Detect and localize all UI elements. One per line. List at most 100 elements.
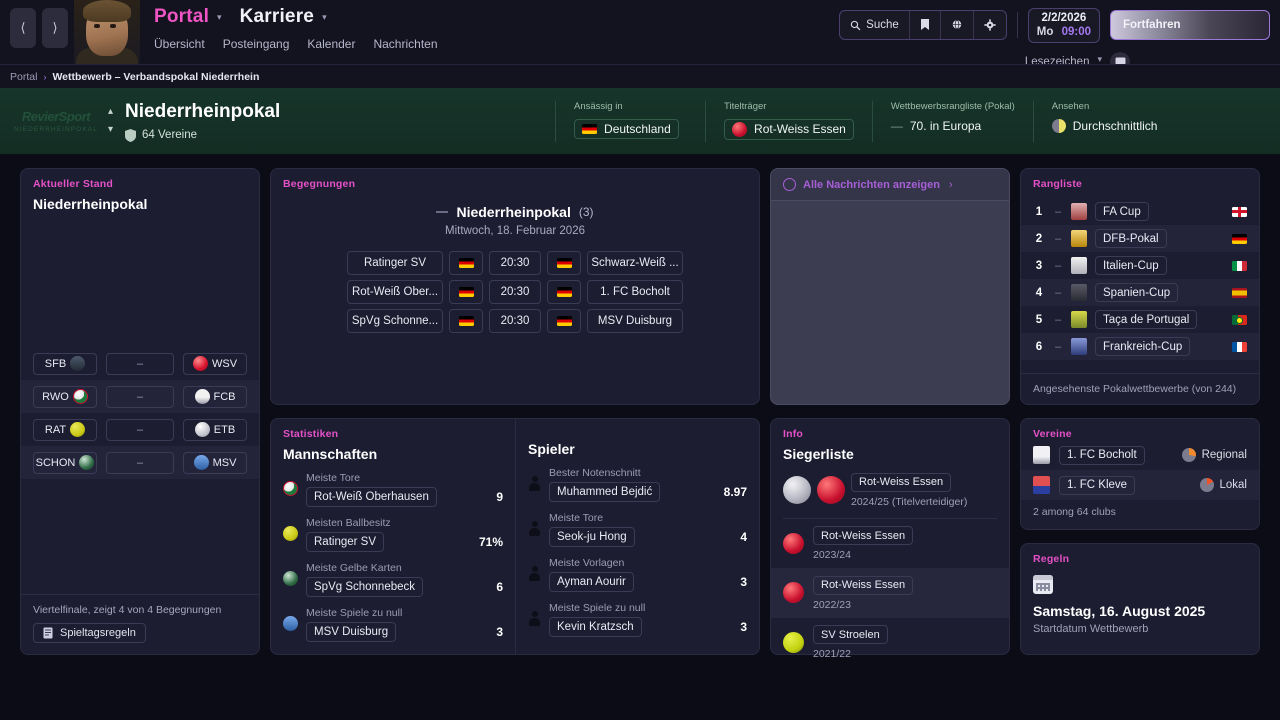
stat-value-name[interactable]: Seok-ju Hong — [549, 527, 635, 547]
stat-value-name[interactable]: Ratinger SV — [306, 532, 385, 552]
breadcrumb-root[interactable]: Portal — [10, 70, 38, 83]
bracket-score[interactable]: – — [106, 385, 174, 408]
bracket-score[interactable]: – — [106, 418, 174, 441]
fixture-time[interactable]: 20:30 — [489, 309, 541, 333]
winner-name[interactable]: Rot-Weiss Essen — [813, 575, 914, 595]
ranking-name[interactable]: Italien-Cup — [1095, 256, 1167, 275]
stat-label: Meiste Spiele zu null — [306, 607, 403, 619]
bracket-away-team[interactable]: FCB — [183, 385, 247, 408]
ranking-name[interactable]: Spanien-Cup — [1095, 283, 1179, 302]
chevron-down-icon[interactable]: ▾ — [322, 12, 327, 22]
ranking-row[interactable]: 3 – Italien-Cup — [1021, 252, 1259, 279]
fixture-home-team[interactable]: Ratinger SV — [347, 251, 443, 275]
ranking-position: 5 — [1035, 313, 1043, 326]
club-scope: Regional — [1181, 448, 1247, 462]
bracket-away-team[interactable]: MSV — [183, 451, 247, 474]
fixture-time[interactable]: 20:30 — [489, 280, 541, 304]
fixture-home-team[interactable]: Rot-Weiß Ober... — [347, 280, 443, 304]
bracket-score[interactable]: – — [106, 352, 174, 375]
fixture-away-team[interactable]: MSV Duisburg — [587, 309, 683, 333]
back-button[interactable]: ⟨ — [10, 8, 36, 48]
ranking-row[interactable]: 1 – FA Cup — [1021, 198, 1259, 225]
fixture-away-team[interactable]: Schwarz-Weiß ... — [587, 251, 683, 275]
winner-name[interactable]: SV Stroelen — [813, 625, 888, 644]
field-value-text: 70. in Europa — [909, 118, 982, 133]
winner-row[interactable]: Rot-Weiss Essen 2023/24 — [771, 519, 1009, 569]
avatar-hair — [83, 0, 131, 22]
stat-body: Meisten Ballbesitz Ratinger SV 71% — [306, 517, 503, 552]
stat-body: Meiste Tore Rot-Weiß Oberhausen 9 — [306, 472, 503, 507]
crest-stroelen-icon — [783, 631, 804, 653]
date-widget[interactable]: 2/2/2026 Mo 09:00 — [1027, 8, 1100, 43]
bracket-away-team[interactable]: WSV — [183, 352, 247, 375]
matchday-rules-button[interactable]: Spieltagsregeln — [33, 623, 146, 643]
icon-cluster: Suche — [839, 10, 1007, 41]
trophy-dfb-pokal-icon — [1071, 230, 1087, 247]
chevron-down-icon[interactable]: ▾ — [108, 124, 114, 135]
ranking-name[interactable]: FA Cup — [1095, 202, 1149, 221]
stat-value-name[interactable]: MSV Duisburg — [306, 622, 397, 642]
tab-posteingang[interactable]: Posteingang — [222, 37, 290, 51]
field-value-based-in[interactable]: Deutschland — [574, 118, 679, 139]
winners-heading: Siegerliste — [783, 446, 854, 462]
stat-value-name[interactable]: SpVg Schonnebeck — [306, 577, 424, 597]
ranking-name[interactable]: Taça de Portugal — [1095, 310, 1198, 329]
club-name[interactable]: 1. FC Kleve — [1059, 475, 1136, 495]
show-all-news-link[interactable]: Alle Nachrichten anzeigen › — [771, 169, 1009, 201]
fixture-home-team[interactable]: SpVg Schonne... — [347, 309, 443, 333]
team-abbr: ETB — [213, 423, 236, 436]
ranking-row[interactable]: 4 – Spanien-Cup — [1021, 279, 1259, 306]
champion-name[interactable]: Rot-Weiss Essen — [851, 472, 952, 492]
winner-row[interactable]: Rot-Weiss Essen 2022/23 — [771, 568, 1009, 618]
ranking-row[interactable]: 5 – Taça de Portugal — [1021, 306, 1259, 333]
bracket-home-team[interactable]: RAT — [33, 418, 97, 441]
chevron-up-icon[interactable]: ▴ — [108, 106, 114, 117]
fixture-time[interactable]: 20:30 — [489, 251, 541, 275]
globe-button[interactable] — [941, 11, 974, 40]
club-row[interactable]: 1. FC Bocholt Regional — [1021, 440, 1259, 470]
fixture-away-team[interactable]: 1. FC Bocholt — [587, 280, 683, 304]
panel-fixtures: Begegnungen Niederrheinpokal (3) Mittwoc… — [270, 168, 760, 405]
ranking-position: 6 — [1035, 340, 1043, 353]
bracket-home-team[interactable]: SFB — [33, 352, 97, 375]
ranking-row[interactable]: 6 – Frankreich-Cup — [1021, 333, 1259, 360]
forward-button[interactable]: ⟩ — [42, 8, 68, 48]
bracket-home-team[interactable]: RWO — [33, 385, 97, 408]
reputation-pie-icon — [1051, 118, 1066, 133]
bracket-away-team[interactable]: ETB — [183, 418, 247, 441]
tab-nachrichten[interactable]: Nachrichten — [373, 37, 438, 51]
winner-row[interactable]: SV Stroelen 2021/22 — [771, 618, 1009, 668]
club-name[interactable]: 1. FC Bocholt — [1059, 445, 1145, 465]
nav-career-title[interactable]: Karriere — [239, 6, 315, 27]
ranking-name[interactable]: DFB-Pokal — [1095, 229, 1167, 248]
tab-kalender[interactable]: Kalender — [307, 37, 356, 51]
crest-fcb-icon — [194, 389, 210, 404]
fixtures-list: Ratinger SV 20:30 Schwarz-Weiß ... Rot-W… — [271, 251, 759, 333]
nav-portal-title[interactable]: Portal — [154, 6, 210, 27]
winner-name[interactable]: Rot-Weiss Essen — [813, 526, 914, 545]
avatar[interactable] — [74, 0, 140, 64]
bracket-score[interactable]: – — [106, 451, 174, 474]
club-row[interactable]: 1. FC Kleve Lokal — [1021, 470, 1259, 500]
tab-uebersicht[interactable]: Übersicht — [154, 37, 205, 51]
bookmark-button[interactable] — [910, 11, 941, 40]
team-abbr: RAT — [44, 423, 67, 436]
settings-button[interactable] — [974, 11, 1006, 39]
breadcrumb-separator-icon: › — [43, 71, 47, 82]
bracket-home-team[interactable]: SCHON — [33, 451, 97, 474]
stat-value-name[interactable]: Muhammed Bejdić — [549, 482, 661, 502]
ranking-name[interactable]: Frankreich-Cup — [1095, 337, 1191, 356]
continue-button[interactable]: Fortfahren — [1110, 10, 1270, 41]
stat-value-name[interactable]: Rot-Weiß Oberhausen — [306, 487, 437, 507]
flag-de-icon — [458, 258, 474, 268]
scope-pie-icon — [1181, 448, 1196, 462]
field-value-titleholder[interactable]: Rot-Weiss Essen — [724, 118, 854, 140]
chevron-down-icon[interactable]: ▾ — [217, 12, 222, 22]
stat-value-number: 9 — [496, 490, 503, 504]
stat-value-name[interactable]: Kevin Kratzsch — [549, 617, 642, 637]
stat-value-name[interactable]: Ayman Aourir — [549, 572, 634, 592]
search-button[interactable]: Suche — [840, 11, 910, 40]
stat-item: Bester Notenschnitt Muhammed Bejdić 8.97 — [528, 467, 747, 502]
chevron-down-icon[interactable]: ▾ — [1097, 54, 1102, 65]
ranking-row[interactable]: 2 – DFB-Pokal — [1021, 225, 1259, 252]
